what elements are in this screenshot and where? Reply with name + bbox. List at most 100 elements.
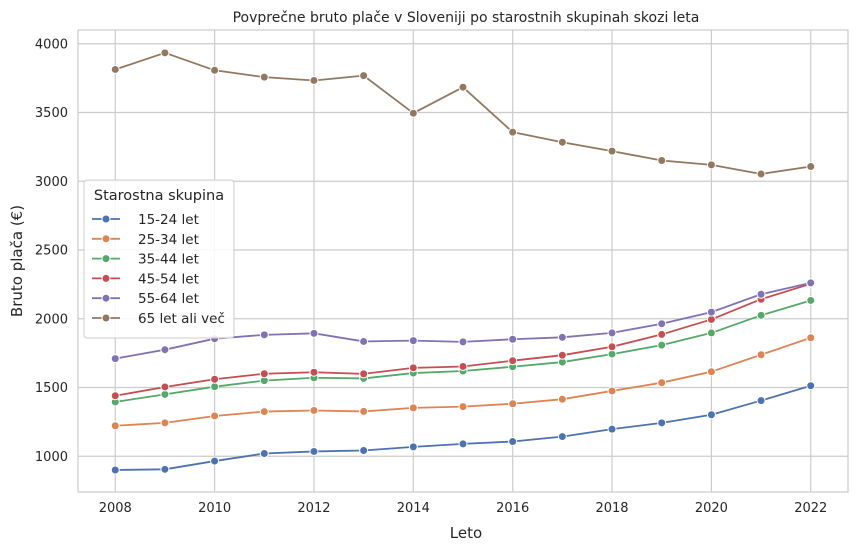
data-point (359, 369, 369, 379)
x-axis-ticks: 2008 2010 2012 2014 2016 2018 2020 2022 (99, 501, 828, 516)
data-point (607, 146, 617, 156)
data-point (259, 330, 269, 340)
data-point (657, 319, 667, 329)
legend-item: 15-24 let (92, 212, 199, 228)
data-point (210, 456, 220, 466)
series-layer (110, 48, 816, 475)
data-point (160, 48, 170, 58)
data-point (607, 342, 617, 352)
data-point (458, 439, 468, 449)
data-point (309, 446, 319, 456)
data-point (259, 72, 269, 82)
data-point (706, 160, 716, 170)
data-point (359, 336, 369, 346)
series-35-44-let (110, 295, 816, 407)
data-point (408, 403, 418, 413)
data-point (160, 464, 170, 474)
legend-item: 25-34 let (92, 232, 199, 248)
data-point (259, 407, 269, 417)
legend-item: 65 let ali več (92, 311, 225, 327)
data-point (408, 336, 418, 346)
data-point (110, 465, 120, 475)
data-point (756, 396, 766, 406)
data-point (408, 108, 418, 118)
data-point (359, 445, 369, 455)
legend-label: 55-64 let (138, 291, 199, 307)
data-point (657, 378, 667, 388)
data-point (706, 307, 716, 317)
data-point (706, 328, 716, 338)
y-tick-label: 1500 (35, 381, 68, 396)
data-point (210, 374, 220, 384)
y-tick-label: 3000 (35, 175, 68, 190)
legend-box (83, 179, 235, 339)
legend-items: 15-24 let 25-34 let 35-44 let 45-54 let 55-6… (92, 212, 225, 327)
series-15-24-let (110, 381, 816, 475)
legend: Starostna skupina 15-24 let 25-34 let 35-4… (83, 179, 235, 339)
data-point (806, 333, 816, 343)
legend-marker (101, 313, 111, 323)
legend-marker (101, 254, 111, 264)
legend-marker (101, 273, 111, 283)
x-tick-label: 2010 (198, 501, 231, 516)
legend-label: 25-34 let (138, 232, 199, 248)
legend-marker (101, 214, 111, 224)
x-tick-label: 2022 (794, 501, 827, 516)
data-point (110, 64, 120, 74)
data-point (607, 386, 617, 396)
data-point (706, 410, 716, 420)
chart-title: Povprečne bruto plače v Sloveniji po sta… (233, 10, 700, 26)
data-point (309, 367, 319, 377)
data-point (210, 382, 220, 392)
x-tick-label: 2012 (297, 501, 330, 516)
data-point (557, 350, 567, 360)
data-point (607, 328, 617, 338)
data-point (160, 382, 170, 392)
data-point (309, 328, 319, 338)
y-tick-label: 4000 (35, 37, 68, 52)
data-point (309, 75, 319, 85)
data-point (806, 381, 816, 391)
series-65-let-ali-ve- (110, 48, 816, 179)
data-point (607, 424, 617, 434)
data-point (408, 363, 418, 373)
y-tick-label: 3500 (35, 106, 68, 121)
data-point (706, 367, 716, 377)
legend-marker (101, 293, 111, 303)
data-point (508, 334, 518, 344)
data-point (756, 350, 766, 360)
data-point (458, 337, 468, 347)
series-45-54-let (110, 279, 816, 401)
legend-label: 35-44 let (138, 252, 199, 268)
legend-marker (101, 234, 111, 244)
data-point (806, 295, 816, 305)
data-point (110, 421, 120, 431)
data-point (359, 406, 369, 416)
legend-label: 65 let ali več (138, 311, 225, 327)
data-point (110, 354, 120, 364)
x-tick-label: 2018 (595, 501, 628, 516)
data-point (557, 137, 567, 147)
data-point (458, 402, 468, 412)
data-point (557, 432, 567, 442)
data-point (508, 437, 518, 447)
data-point (408, 442, 418, 452)
data-point (259, 449, 269, 458)
data-point (756, 310, 766, 320)
y-tick-label: 2500 (35, 244, 68, 259)
x-tick-label: 2020 (695, 501, 728, 516)
data-point (756, 169, 766, 179)
data-point (160, 389, 170, 399)
series-25-34-let (110, 333, 816, 431)
x-tick-label: 2008 (99, 501, 132, 516)
data-point (160, 418, 170, 428)
legend-item: 55-64 let (92, 291, 199, 307)
x-tick-label: 2014 (397, 501, 430, 516)
data-point (508, 127, 518, 137)
legend-title: Starostna skupina (94, 188, 224, 204)
data-point (557, 332, 567, 342)
data-point (657, 329, 667, 339)
data-point (309, 405, 319, 415)
data-point (508, 356, 518, 366)
data-point (359, 71, 369, 81)
